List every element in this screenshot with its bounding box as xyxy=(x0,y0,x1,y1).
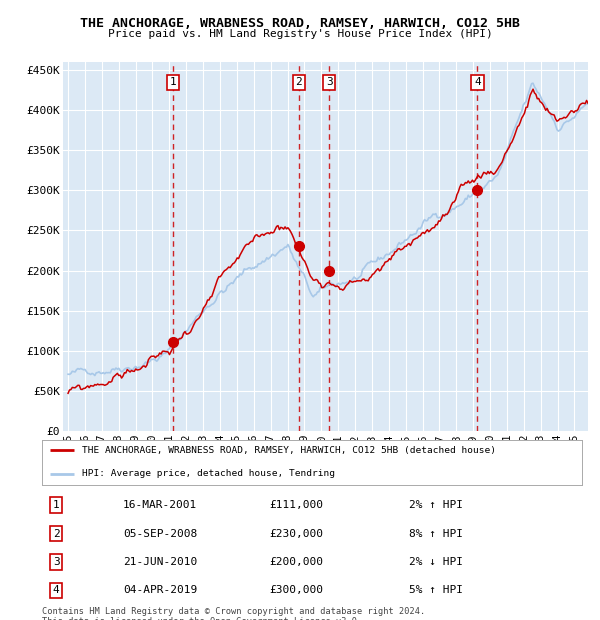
Text: £230,000: £230,000 xyxy=(269,529,323,539)
Text: £300,000: £300,000 xyxy=(269,585,323,595)
Text: 04-APR-2019: 04-APR-2019 xyxy=(123,585,197,595)
Text: 05-SEP-2008: 05-SEP-2008 xyxy=(123,529,197,539)
Text: 2% ↓ HPI: 2% ↓ HPI xyxy=(409,557,463,567)
Text: 2: 2 xyxy=(295,78,302,87)
Text: Price paid vs. HM Land Registry's House Price Index (HPI): Price paid vs. HM Land Registry's House … xyxy=(107,29,493,39)
Text: THE ANCHORAGE, WRABNESS ROAD, RAMSEY, HARWICH, CO12 5HB: THE ANCHORAGE, WRABNESS ROAD, RAMSEY, HA… xyxy=(80,17,520,30)
Text: 2: 2 xyxy=(53,529,59,539)
Text: 4: 4 xyxy=(53,585,59,595)
Text: 5% ↑ HPI: 5% ↑ HPI xyxy=(409,585,463,595)
Text: 3: 3 xyxy=(53,557,59,567)
Text: 8% ↑ HPI: 8% ↑ HPI xyxy=(409,529,463,539)
Text: Contains HM Land Registry data © Crown copyright and database right 2024.
This d: Contains HM Land Registry data © Crown c… xyxy=(42,607,425,620)
Text: 16-MAR-2001: 16-MAR-2001 xyxy=(123,500,197,510)
Text: 1: 1 xyxy=(170,78,176,87)
Text: £200,000: £200,000 xyxy=(269,557,323,567)
Text: HPI: Average price, detached house, Tendring: HPI: Average price, detached house, Tend… xyxy=(83,469,335,479)
Text: 2% ↑ HPI: 2% ↑ HPI xyxy=(409,500,463,510)
Text: 21-JUN-2010: 21-JUN-2010 xyxy=(123,557,197,567)
Text: 4: 4 xyxy=(474,78,481,87)
Text: 1: 1 xyxy=(53,500,59,510)
Text: 3: 3 xyxy=(326,78,332,87)
Text: THE ANCHORAGE, WRABNESS ROAD, RAMSEY, HARWICH, CO12 5HB (detached house): THE ANCHORAGE, WRABNESS ROAD, RAMSEY, HA… xyxy=(83,446,497,455)
Text: £111,000: £111,000 xyxy=(269,500,323,510)
